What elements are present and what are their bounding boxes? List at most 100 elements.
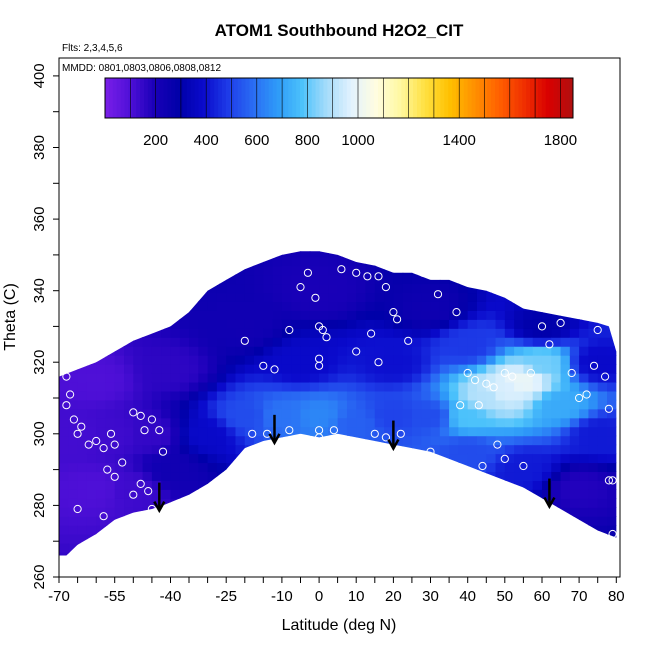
field-cell <box>207 364 218 374</box>
field-cell <box>86 417 97 428</box>
sample-point <box>129 408 138 417</box>
field-cell <box>254 399 264 410</box>
field-cell <box>124 525 134 535</box>
field-cell <box>467 462 478 473</box>
field-cell <box>59 381 69 392</box>
field-cell <box>328 301 339 311</box>
field-cell <box>170 390 181 401</box>
field-cell <box>124 444 134 455</box>
field-cell <box>272 381 283 392</box>
field-cell <box>179 283 190 294</box>
field-cell <box>68 372 79 383</box>
field-cell <box>96 355 107 365</box>
field-cell <box>532 372 543 383</box>
field-cell <box>300 364 311 374</box>
field-cell <box>523 256 534 267</box>
field-cell <box>309 543 320 553</box>
field-cell <box>430 471 441 481</box>
field-cell <box>365 364 376 374</box>
field-cell <box>421 435 432 446</box>
arrow-head <box>543 496 556 510</box>
field-cell <box>402 372 413 383</box>
colorbar-cell <box>241 78 246 118</box>
field-cell <box>216 283 227 294</box>
colorbar-cell <box>206 78 211 118</box>
field-cell <box>560 516 571 526</box>
field-cell <box>374 283 385 294</box>
field-cell <box>337 399 348 410</box>
field-cell <box>207 543 218 553</box>
field-cell <box>551 561 561 571</box>
field-cell <box>393 471 404 481</box>
field-cell <box>523 239 533 249</box>
field-cell <box>588 301 599 311</box>
field-cell <box>458 274 469 285</box>
field-cell <box>560 543 571 553</box>
colorbar-cell <box>272 78 278 118</box>
field-cell <box>142 489 153 499</box>
field-cell <box>114 551 125 556</box>
field-cell <box>607 516 617 526</box>
field-cell <box>393 390 404 401</box>
field-cell <box>105 561 115 571</box>
field-cell <box>124 426 134 437</box>
sample-point <box>73 504 82 514</box>
field-cell <box>273 561 283 571</box>
field-cell <box>68 355 79 365</box>
field-cell <box>467 399 478 410</box>
field-cell <box>300 471 311 481</box>
field-cell <box>374 301 385 311</box>
colorbar-cell <box>257 78 262 118</box>
field-cell <box>439 551 450 556</box>
field-cell <box>96 319 107 329</box>
field-cell <box>504 346 515 356</box>
field-cell <box>374 408 385 419</box>
field-cell <box>588 372 599 383</box>
colorbar-tick-label: 1400 <box>443 132 476 149</box>
field-cell <box>366 239 376 249</box>
field-cell <box>532 507 543 517</box>
field-cell <box>309 444 320 455</box>
field-cell <box>439 444 450 455</box>
field-cell <box>151 426 162 437</box>
surface-arrow <box>387 420 400 452</box>
field-cell <box>597 426 608 437</box>
field-cell <box>291 283 302 294</box>
field-cell <box>579 239 589 249</box>
field-cell <box>328 346 339 356</box>
field-cell <box>365 390 376 401</box>
field-cell <box>170 462 181 473</box>
field-cell <box>468 230 478 240</box>
colorbar-cell <box>553 78 558 118</box>
field-cell <box>217 230 227 240</box>
colorbar-cell <box>565 78 570 118</box>
field-cell <box>346 256 357 267</box>
field-cell <box>235 337 246 347</box>
field-cell <box>458 408 469 419</box>
field-cell <box>560 328 571 338</box>
field-cell <box>235 381 246 392</box>
field-cell <box>254 292 264 302</box>
field-cell <box>291 498 302 508</box>
x-axis-label: Latitude (deg N) <box>282 617 397 634</box>
field-cell <box>179 480 190 490</box>
field-cell <box>207 462 218 473</box>
field-cell <box>616 372 617 383</box>
field-cell <box>198 516 209 526</box>
field-cell <box>198 435 209 446</box>
field-cell <box>476 516 487 526</box>
field-cell <box>607 239 617 249</box>
field-cell <box>226 408 237 419</box>
field-cell <box>226 230 236 240</box>
field-cell <box>179 372 190 383</box>
field-cell <box>402 408 413 419</box>
field-cell <box>161 346 172 356</box>
colorbar-cell <box>222 78 227 118</box>
field-cell <box>170 328 181 338</box>
sample-point <box>129 490 138 499</box>
colorbar-cell <box>171 78 176 118</box>
field-cell <box>597 381 608 392</box>
field-cell <box>458 453 469 464</box>
field-cell <box>569 525 580 535</box>
field-cell <box>486 283 497 294</box>
